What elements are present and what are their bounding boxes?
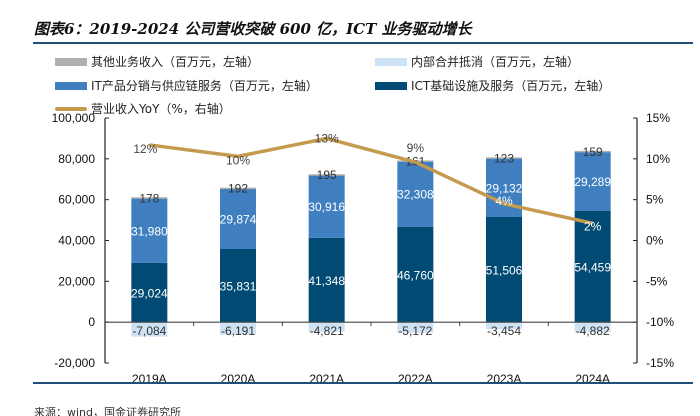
legend-label: IT产品分销与供应链服务（百万元，左轴） — [91, 79, 318, 93]
bar-data-label: 35,831 — [220, 280, 257, 294]
bar-3 — [131, 322, 168, 337]
bar-1 — [131, 197, 168, 263]
bar-0 — [220, 249, 256, 323]
bar-0 — [486, 217, 522, 323]
left-tick-label: 100,000 — [52, 111, 96, 125]
left-tick-label: 60,000 — [58, 193, 95, 207]
legend-it: IT产品分销与供应链服务（百万元，左轴） — [55, 77, 318, 94]
legend-label: 营业收入YoY（%，右轴） — [91, 102, 231, 116]
legend-label: 内部合并抵消（百万元，左轴） — [411, 55, 580, 69]
bar-0 — [308, 237, 345, 323]
bar-2 — [574, 150, 611, 153]
right-tick-label: -10% — [646, 315, 674, 329]
bar-3 — [397, 322, 434, 333]
legend-label: ICT基础设施及服务（百万元，左轴） — [411, 79, 611, 93]
bar-data-label: 195 — [317, 168, 337, 182]
bar-data-label: -6,191 — [221, 324, 255, 338]
chart-title: 图表6：2019-2024 公司营收突破 600 亿，ICT 业务驱动增长 — [34, 20, 472, 38]
legend-swatch — [375, 81, 407, 90]
bar-data-label: 159 — [583, 145, 603, 159]
bar-0 — [397, 226, 434, 323]
yoy-data-label: 2% — [584, 219, 602, 233]
title-divider — [33, 42, 693, 44]
source-divider — [33, 382, 693, 384]
right-tick-label: 10% — [646, 152, 670, 166]
bar-data-label: -4,821 — [310, 324, 344, 338]
left-tick-label: 80,000 — [58, 152, 95, 166]
left-tick-label: 40,000 — [58, 234, 95, 248]
bar-2 — [131, 197, 168, 199]
legend-swatch — [55, 81, 87, 90]
legend-swatch — [55, 57, 87, 66]
bar-data-label: -5,172 — [398, 324, 432, 338]
right-tick-label: -5% — [646, 274, 668, 288]
right-tick-label: 5% — [646, 193, 664, 207]
legend-yoy: 营业收入YoY（%，右轴） — [55, 100, 231, 117]
bar-3 — [486, 322, 522, 330]
right-tick-label: 15% — [646, 111, 670, 125]
bar-data-label: 29,024 — [131, 287, 168, 301]
left-tick-label: 0 — [88, 315, 95, 329]
bar-data-label: 192 — [228, 182, 248, 196]
yoy-data-label: 12% — [133, 142, 157, 156]
source-note: 来源：wind，国金证券研究所 — [34, 406, 182, 416]
bar-data-label: -4,882 — [576, 324, 610, 338]
bar-data-label: -7,084 — [132, 324, 166, 338]
bar-data-label: 51,506 — [486, 264, 523, 278]
left-tick-label: -20,000 — [54, 356, 95, 370]
bar-1 — [308, 174, 345, 238]
bar-2 — [486, 157, 522, 159]
bar-2 — [308, 174, 345, 176]
bar-0 — [574, 210, 611, 323]
bar-data-label: 54,459 — [574, 261, 611, 275]
bar-3 — [574, 322, 611, 333]
bar-data-label: 29,874 — [220, 213, 257, 227]
bar-data-label: 29,289 — [574, 175, 611, 189]
yoy-data-label: 13% — [315, 131, 339, 145]
bar-1 — [574, 151, 611, 211]
yoy-line — [149, 136, 594, 226]
yoy-data-label: 9% — [407, 141, 425, 155]
right-tick-label: 0% — [646, 234, 664, 248]
bar-0 — [131, 262, 168, 323]
legend-ict: ICT基础设施及服务（百万元，左轴） — [375, 77, 610, 94]
bar-3 — [220, 322, 256, 335]
bar-data-label: 123 — [494, 151, 514, 165]
bar-data-label: 46,760 — [397, 268, 434, 282]
yoy-data-label: 4% — [495, 194, 513, 208]
bar-data-label: 29,132 — [486, 181, 523, 195]
bar-1 — [397, 160, 434, 227]
bar-data-label: 41,348 — [308, 274, 345, 288]
bar-data-label: -3,454 — [487, 324, 521, 338]
right-tick-label: -15% — [646, 356, 674, 370]
bar-data-label: 30,916 — [308, 200, 345, 214]
bar-data-label: 31,980 — [131, 224, 168, 238]
bar-3 — [308, 322, 345, 333]
legend-label: 其他业务收入（百万元，左轴） — [91, 55, 260, 69]
bar-2 — [220, 187, 256, 190]
legend-other: 其他业务收入（百万元，左轴） — [55, 53, 259, 70]
bar-data-label: 32,308 — [397, 188, 434, 202]
left-tick-label: 20,000 — [58, 274, 95, 288]
bar-data-label: 178 — [139, 191, 159, 205]
legend-elimination: 内部合并抵消（百万元，左轴） — [375, 53, 579, 70]
yoy-data-label: 10% — [226, 153, 250, 167]
legend-line — [55, 106, 87, 111]
legend-swatch — [375, 57, 407, 66]
bar-1 — [220, 188, 256, 250]
